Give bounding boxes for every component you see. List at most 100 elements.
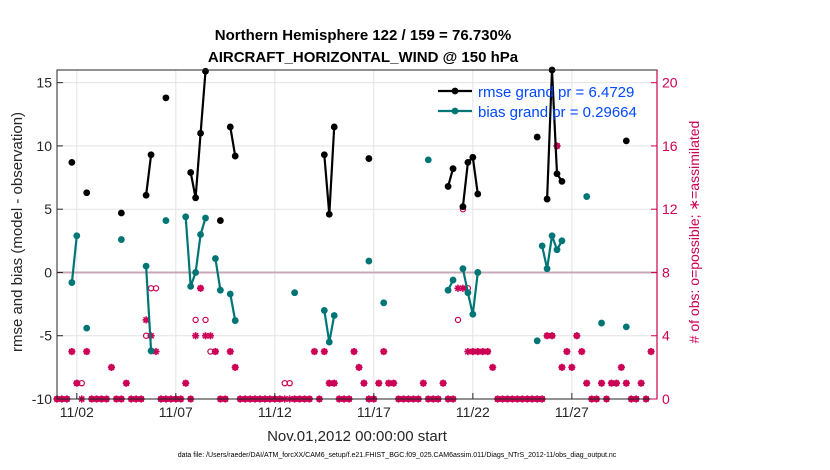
bias-point (212, 255, 219, 262)
bias-point (68, 279, 76, 286)
y2-tick-label: 8 (662, 264, 670, 280)
obs-possible-point (454, 316, 462, 324)
obs-assimilated-point (73, 379, 81, 387)
rmse-point (320, 151, 328, 159)
obs-assimilated-point (607, 379, 616, 387)
obs-assimilated-point (563, 347, 571, 356)
obs-assimilated-point (439, 379, 447, 387)
obs-assimilated-point (182, 379, 190, 387)
obs-assimilated-point (375, 379, 383, 387)
bias-point (464, 289, 472, 297)
obs-assimilated-point (617, 363, 625, 371)
obs-possible-point (152, 285, 160, 292)
obs-assimilated-point (548, 332, 556, 340)
obs-assimilated-point (474, 347, 482, 356)
obs-assimilated-point (142, 316, 150, 324)
bias-point (474, 269, 482, 276)
rmse-point (226, 123, 234, 131)
obs-assimilated-point (152, 347, 160, 356)
obs-assimilated-point (122, 379, 130, 387)
bias-point (216, 286, 224, 294)
obs-assimilated-point (622, 379, 630, 387)
rmse-point (464, 158, 472, 166)
bias-point (73, 232, 81, 240)
y-tick-label: 5 (44, 201, 52, 217)
chart-title: Northern Hemisphere 122 / 159 = 76.730% (215, 27, 511, 44)
x-axis-label: Nov.01,2012 00:00:00 start (267, 428, 448, 445)
obs-assimilated-point (310, 347, 319, 356)
obs-assimilated-point (578, 347, 586, 356)
obs-assimilated-point (583, 379, 591, 387)
bias-point (583, 193, 591, 200)
rmse-point (474, 190, 482, 198)
obs-assimilated-point (330, 379, 338, 387)
bias-point (538, 242, 546, 250)
rmse-point (325, 210, 333, 218)
x-tick-label: 11/17 (357, 404, 391, 420)
legend: rmse grand pr = 6.4729 bias grand pr = 0.… (438, 84, 637, 121)
y-tick-label: 0 (44, 264, 52, 280)
bias-point (192, 269, 200, 276)
rmse-point (192, 194, 200, 202)
bias-point (142, 262, 150, 270)
obs-assimilated-point (597, 379, 606, 387)
y-tick-label: 10 (36, 138, 52, 154)
obs-assimilated-point (385, 379, 393, 387)
bias-point (548, 232, 556, 240)
y-tick-label: -10 (32, 391, 52, 407)
y2-axis-label: # of obs: o=possible; ∗=assimilated (686, 121, 702, 344)
bias-point (162, 217, 170, 224)
obs-possible-point (202, 316, 209, 324)
rmse-point (533, 133, 541, 141)
bias-point (226, 290, 234, 298)
obs-assimilated-point (68, 347, 76, 356)
rmse-point (117, 209, 125, 217)
legend-swatch-marker (451, 107, 459, 115)
y-tick-label: -5 (40, 328, 53, 344)
bias-point (459, 265, 467, 273)
y-axis-label: rmse and bias (model - observation) (9, 112, 26, 352)
obs-assimilated-point (355, 363, 363, 371)
obs-assimilated-point (568, 363, 576, 371)
bias-point (202, 214, 209, 222)
bias-point (187, 282, 195, 290)
rmse-point (330, 123, 338, 131)
bias-point (320, 307, 328, 314)
bias-point (622, 323, 630, 331)
obs-assimilated-point (196, 284, 205, 292)
y-axis-right: 0 4 8 12 16 20 (651, 70, 678, 407)
chart-subtitle: AIRCRAFT_HORIZONTAL_WIND @ 150 hPa (208, 49, 519, 66)
obs-assimilated-point (231, 363, 239, 371)
bias-point (543, 265, 551, 273)
rmse-point (459, 203, 467, 211)
bias-point (449, 276, 457, 284)
obs-assimilated-point (107, 363, 116, 371)
obs-assimilated-point (637, 379, 645, 387)
plot-area: 11/02 11/07 11/12 11/17 11/22 11/27 -10 -5 0 5 10… (32, 66, 678, 420)
rmse-point (553, 170, 561, 178)
rmse-point (231, 152, 239, 160)
bias-point (83, 324, 91, 332)
bias-point (182, 213, 190, 221)
bias-point (533, 337, 541, 345)
rmse-point (187, 169, 195, 176)
rmse-point (449, 165, 457, 173)
obs-possible-point (192, 316, 199, 324)
obs-assimilated-point (226, 347, 234, 356)
obs-assimilated-point (390, 379, 398, 387)
x-tick-label: 11/12 (258, 404, 292, 420)
y2-tick-label: 16 (662, 138, 678, 154)
bias-point (558, 237, 566, 245)
obs-assimilated-point (325, 379, 333, 387)
rmse-point (197, 129, 204, 137)
legend-swatch-marker (451, 87, 459, 95)
rmse-point (558, 177, 566, 185)
bias-point (117, 236, 125, 243)
rmse-point (147, 151, 155, 159)
obs-assimilated-point (459, 284, 467, 292)
rmse-point (216, 217, 224, 224)
obs-assimilated-point (489, 363, 497, 371)
x-tick-label: 11/02 (60, 404, 94, 420)
